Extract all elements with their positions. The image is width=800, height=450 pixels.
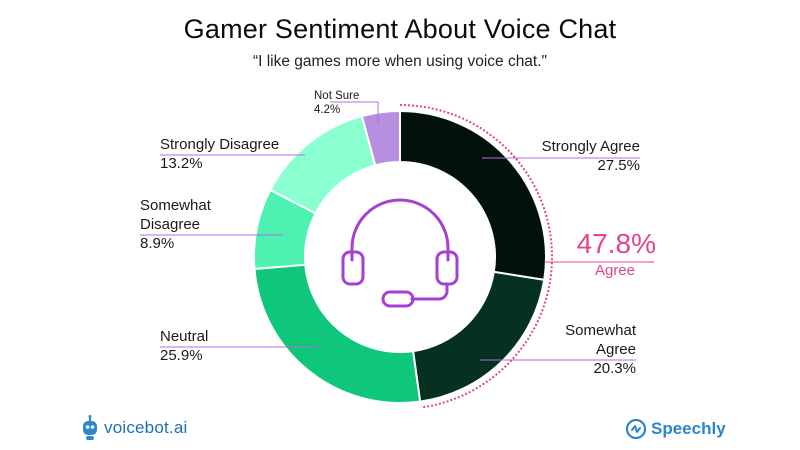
agree-total-label: Agree [594,262,635,279]
agree-bracket-arc [399,104,553,409]
headset-icon [341,198,459,308]
label-somewhat-agree: Somewhat Agree 20.3% [540,321,636,378]
voicebot-logo-text: voicebot.ai [104,418,188,437]
slice-not-sure [360,109,401,167]
speechly-logo-text: Speechly [651,419,726,438]
label-somewhat-disagree-value: 8.9% [140,235,175,252]
label-somewhat-disagree: Somewhat Disagree 8.9% [140,196,260,253]
speechly-logo: Speechly [626,419,726,439]
label-not-sure-name: Not Sure [314,90,360,102]
label-somewhat-agree-value: 20.3% [593,360,636,377]
voicebot-robot-icon [83,415,97,440]
label-neutral-name: Neutral [160,328,209,345]
label-neutral: Neutral 25.9% [160,327,280,365]
agree-total-value: 47.8% [576,228,656,259]
donut-slices [253,109,547,404]
label-somewhat-agree-line1: Somewhat [565,322,636,339]
label-neutral-value: 25.9% [160,347,203,364]
slice-strongly-agree [399,109,547,281]
speechly-logo-icon [626,419,646,439]
label-strongly-agree: Strongly Agree 27.5% [520,137,640,175]
leader-lines [140,101,654,361]
label-somewhat-disagree-line2: Disagree [140,216,201,233]
label-strongly-agree-value: 27.5% [597,157,640,174]
chart-title: Gamer Sentiment About Voice Chat [183,14,617,44]
label-strongly-disagree-value: 13.2% [160,155,203,172]
label-not-sure-value: 4.2% [314,104,341,116]
label-somewhat-disagree-line1: Somewhat [140,197,211,214]
slice-somewhat-agree [411,270,546,403]
label-not-sure: Not Sure 4.2% [314,89,384,117]
chart-subtitle: “I like games more when using voice chat… [252,53,548,70]
label-somewhat-agree-line2: Agree [595,341,636,358]
label-strongly-disagree: Strongly Disagree 13.2% [160,135,310,173]
label-strongly-disagree-name: Strongly Disagree [160,136,280,153]
label-strongly-agree-name: Strongly Agree [541,138,640,155]
voicebot-logo: voicebot.ai [80,415,187,441]
